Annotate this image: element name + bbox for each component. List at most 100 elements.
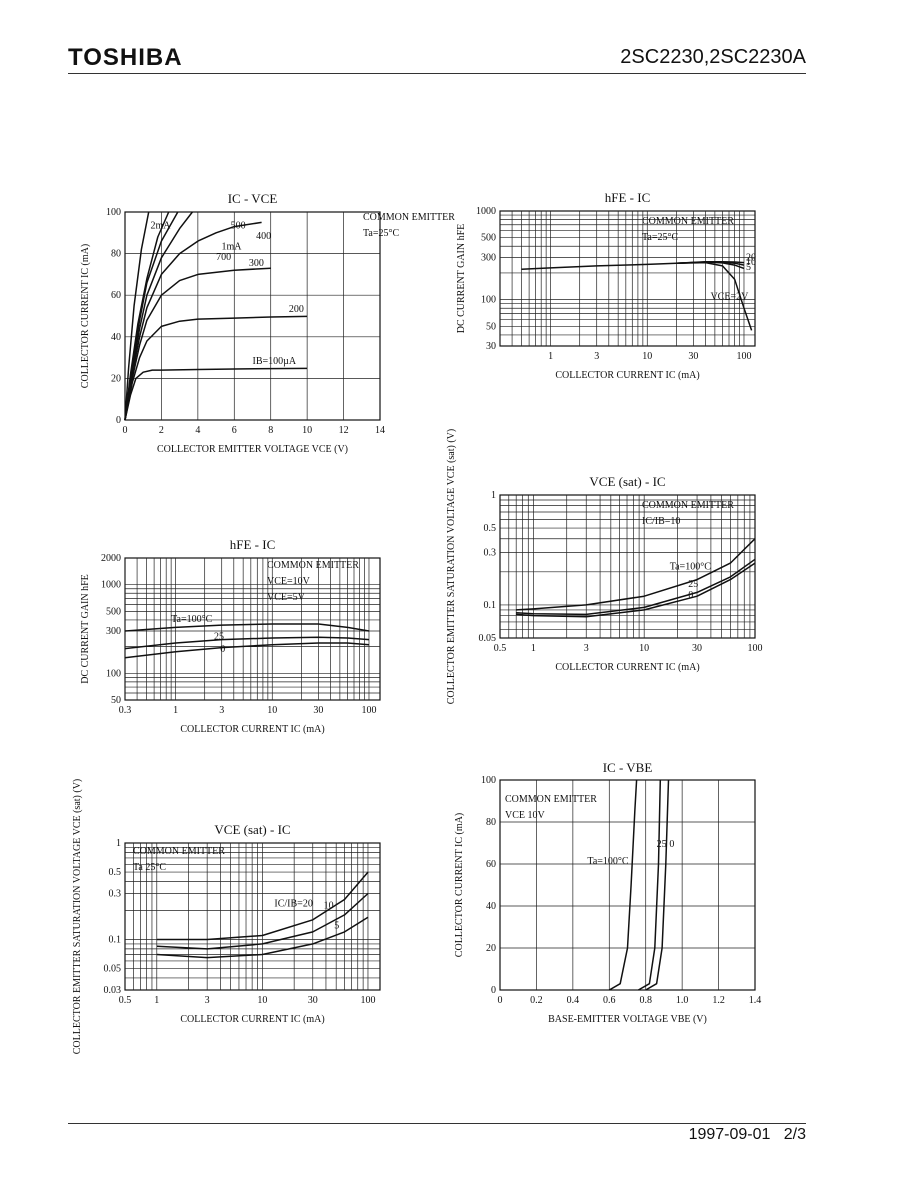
curve-label: 0 xyxy=(688,590,693,601)
series-line xyxy=(124,211,170,421)
curve-label: VCE=2V xyxy=(710,292,749,303)
series-line xyxy=(516,538,756,611)
chart-ic-vce: 0 2 4 6 8 10 12 14 0 20 40 60 80 100 IC - VCE COLLECTOR… xyxy=(80,191,455,455)
x-tick-label: 0.3 xyxy=(119,705,132,716)
curve-label: IC/IB=20 xyxy=(274,898,312,909)
x-axis-label: COLLECTOR CURRENT IC (mA) xyxy=(555,370,699,381)
x-tick-label: 1 xyxy=(173,705,178,716)
series-line xyxy=(124,221,262,421)
chart-vcesat-ic-1: 0.5 1 3 10 30 100 0.05 0.1 0.3 0.5 1 VCE (sat) - IC… xyxy=(446,429,763,704)
x-axis-label: BASE-EMITTER VOLTAGE VBE (V) xyxy=(548,1014,707,1025)
curve-label: 10 xyxy=(324,900,334,911)
legend-text: COMMON EMITTER xyxy=(267,560,359,571)
footer-rule xyxy=(68,1123,806,1124)
y-tick-label: 60 xyxy=(486,859,496,870)
page-footer: 1997-09-01 2/3 xyxy=(689,1126,806,1144)
chart-title: IC - VCE xyxy=(228,191,278,206)
y-tick-label: 20 xyxy=(111,373,121,384)
x-tick-label: 8 xyxy=(268,425,273,436)
x-tick-label: 10 xyxy=(302,425,312,436)
curve-label: 20 xyxy=(746,253,756,264)
x-tick-label: 3 xyxy=(219,705,224,716)
curve-label: 25 xyxy=(688,579,698,590)
y-tick-label: 0 xyxy=(116,415,121,426)
plot-frame xyxy=(499,779,756,991)
chart-title: hFE - IC xyxy=(605,190,651,205)
x-tick-label: 1 xyxy=(154,995,159,1006)
y-tick-label: 20 xyxy=(486,943,496,954)
x-tick-label: 0.5 xyxy=(119,995,132,1006)
x-tick-label: 3 xyxy=(584,643,589,654)
x-tick-label: 4 xyxy=(195,425,200,436)
y-tick-label: 50 xyxy=(111,695,121,706)
x-axis-label: COLLECTOR CURRENT IC (mA) xyxy=(180,724,324,735)
legend-text: COMMON EMITTER xyxy=(642,500,734,511)
x-tick-label: 0.5 xyxy=(494,643,507,654)
y-tick-label: 100 xyxy=(481,775,496,786)
x-tick-label: 100 xyxy=(736,351,751,362)
x-tick-label: 30 xyxy=(308,995,318,1006)
curve-label: 1mA xyxy=(222,241,243,252)
y-tick-label: 0.05 xyxy=(104,964,122,975)
x-tick-label: 2 xyxy=(159,425,164,436)
x-tick-label: 30 xyxy=(313,705,323,716)
y-axis-label: COLLECTOR EMITTER SATURATION VOLTAGE VCE… xyxy=(72,779,83,1054)
chart-title: IC - VBE xyxy=(603,760,653,775)
curve-label: 0 xyxy=(220,644,225,655)
series-line xyxy=(124,636,370,650)
curve-label: 700 xyxy=(216,252,231,263)
part-number: 2SC2230,2SC2230A xyxy=(620,46,806,68)
x-tick-label: 3 xyxy=(594,351,599,362)
y-tick-label: 80 xyxy=(486,817,496,828)
x-tick-label: 30 xyxy=(688,351,698,362)
curve-label: 2mA xyxy=(151,221,172,232)
series-line xyxy=(516,562,756,618)
x-tick-label: 1.0 xyxy=(676,995,689,1006)
y-tick-label: 30 xyxy=(486,341,496,352)
y-tick-label: 100 xyxy=(106,207,121,218)
x-tick-label: 10 xyxy=(639,643,649,654)
y-tick-label: 50 xyxy=(486,321,496,332)
toshiba-logo: TOSHIBA xyxy=(68,44,183,71)
x-axis-label: COLLECTOR CURRENT IC (mA) xyxy=(180,1014,324,1025)
header-rule xyxy=(68,73,806,74)
y-tick-label: 0.5 xyxy=(484,523,497,534)
series-line xyxy=(124,623,370,632)
curve-label: IB=100µA xyxy=(253,356,297,367)
y-axis-label: COLLECTOR EMITTER SATURATION VOLTAGE VCE… xyxy=(446,429,457,704)
series-line xyxy=(156,916,369,959)
y-tick-label: 500 xyxy=(106,606,121,617)
y-tick-label: 0.1 xyxy=(484,600,497,611)
chart-title: VCE (sat) - IC xyxy=(214,822,290,837)
y-tick-label: 300 xyxy=(481,252,496,263)
x-tick-label: 0 xyxy=(498,995,503,1006)
chart-ic-vbe: 0 0.2 0.4 0.6 0.8 1.0 1.2 1.4 0 20 40 60 80 100 IC - V… xyxy=(454,760,761,1025)
y-tick-label: 300 xyxy=(106,626,121,637)
y-tick-label: 80 xyxy=(111,249,121,260)
curve-label: 5 xyxy=(334,921,339,932)
y-tick-label: 0.3 xyxy=(484,547,497,558)
curve-label: 25 xyxy=(214,632,224,643)
plot-frame xyxy=(499,210,756,347)
curve-label: 5 xyxy=(746,262,751,273)
y-tick-label: 1 xyxy=(491,490,496,501)
curve-label: 0 xyxy=(669,839,674,850)
series-line xyxy=(156,892,369,950)
curve-label: 200 xyxy=(289,304,304,315)
legend-text: Ta=25°C xyxy=(642,232,678,243)
series-line xyxy=(516,558,756,616)
chart-title: VCE (sat) - IC xyxy=(589,474,665,489)
x-axis-label: COLLECTOR EMITTER VOLTAGE VCE (V) xyxy=(157,444,348,455)
chart-title: hFE - IC xyxy=(230,537,276,552)
x-tick-label: 1.2 xyxy=(712,995,725,1006)
x-tick-label: 10 xyxy=(267,705,277,716)
x-tick-label: 0.8 xyxy=(639,995,652,1006)
x-tick-label: 0.4 xyxy=(567,995,580,1006)
y-axis-label: COLLECTOR CURRENT IC (mA) xyxy=(454,813,465,957)
x-tick-label: 0.6 xyxy=(603,995,616,1006)
y-tick-label: 0.03 xyxy=(104,985,122,996)
x-tick-label: 30 xyxy=(692,643,702,654)
chart-hfe-ic-1: 1 3 10 30 100 30 50 100 300 500 1000 hFE - IC COLLEC… xyxy=(456,190,756,381)
legend-text: Ta 25°C xyxy=(133,862,166,873)
